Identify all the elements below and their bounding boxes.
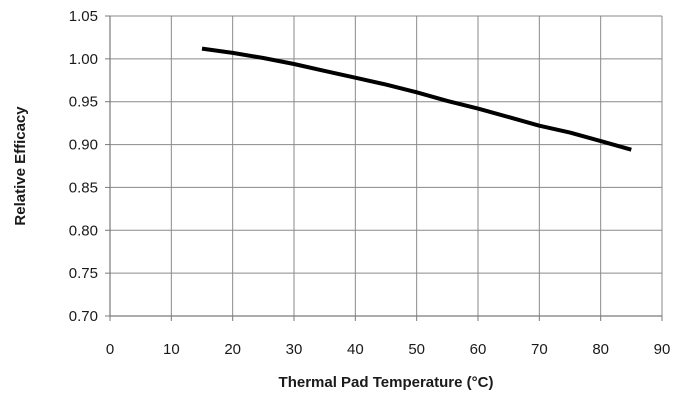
x-tick-label: 70 bbox=[531, 341, 548, 358]
x-tick-label: 80 bbox=[592, 341, 609, 358]
y-tick-label: 0.70 bbox=[69, 308, 98, 325]
x-tick-label: 0 bbox=[106, 341, 114, 358]
y-tick-label: 0.85 bbox=[69, 179, 98, 196]
y-tick-label: 0.80 bbox=[69, 222, 98, 239]
y-tick-label: 1.00 bbox=[69, 51, 98, 68]
x-tick-label: 50 bbox=[408, 341, 425, 358]
y-tick-label: 0.90 bbox=[69, 137, 98, 154]
y-tick-label: 0.75 bbox=[69, 265, 98, 282]
efficacy-series-line bbox=[201, 46, 632, 152]
series-layer bbox=[201, 46, 632, 152]
x-tick-label: 40 bbox=[347, 341, 364, 358]
axes bbox=[105, 15, 663, 321]
x-tick-label: 10 bbox=[163, 341, 180, 358]
x-axis-title: Thermal Pad Temperature (°C) bbox=[279, 374, 494, 391]
y-tick-label: 1.05 bbox=[69, 8, 98, 25]
x-tick-label: 20 bbox=[224, 341, 241, 358]
x-tick-label: 30 bbox=[286, 341, 303, 358]
x-tick-label: 90 bbox=[654, 341, 671, 358]
y-tick-label: 0.95 bbox=[69, 94, 98, 111]
tick-labels: 0 10 20 30 40 50 60 70 80 90 1.05 1.00 0.95 0.90 0.85 0… bbox=[69, 8, 671, 358]
grid bbox=[110, 15, 663, 316]
x-tick-label: 60 bbox=[470, 341, 487, 358]
y-axis-title: Relative Efficacy bbox=[12, 106, 29, 226]
